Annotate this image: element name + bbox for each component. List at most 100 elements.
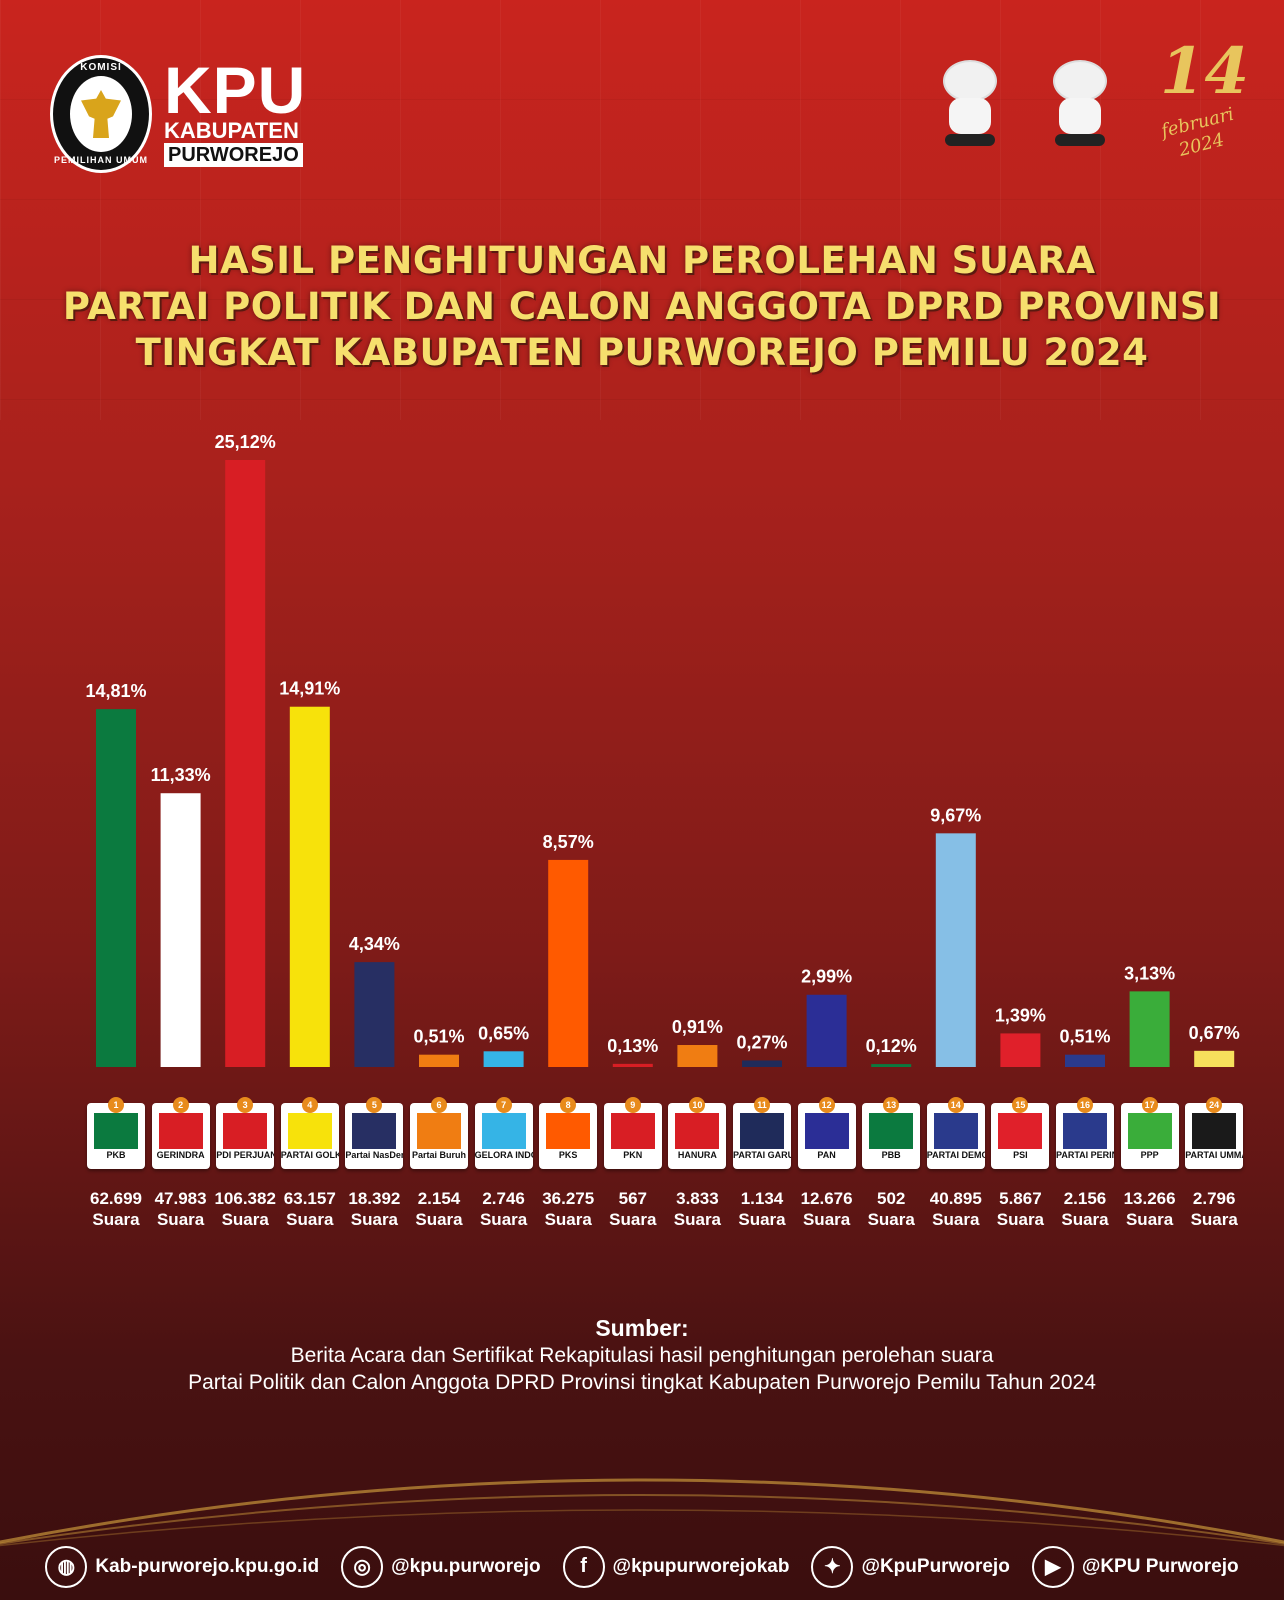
bar-pkb [96, 709, 136, 1067]
bar-pks [548, 859, 589, 1067]
party-number-badge: 7 [495, 1097, 512, 1113]
mascot-left [925, 60, 1009, 150]
vote-count: 2.796 Suara [1179, 1188, 1249, 1230]
vote-count: 567 Suara [598, 1188, 668, 1230]
kabupaten-label: KABUPATEN [164, 118, 299, 143]
party-logo-icon [223, 1113, 268, 1149]
vote-count: 106.382 Suara [210, 1188, 280, 1230]
party-name: PPP [1140, 1150, 1159, 1160]
value-label: 0,51% [413, 1027, 464, 1047]
vote-count: 13.266 Suara [1115, 1188, 1185, 1230]
value-label: 0,12% [866, 1036, 917, 1056]
vote-unit: Suara [738, 1210, 786, 1229]
party-name: HANURA [677, 1150, 717, 1160]
footer-facebook[interactable]: f @kpupurworejokab [562, 1545, 789, 1588]
party-badge: PAN 12 [797, 1097, 856, 1169]
kpu-logo: KOMISI PEMILIHAN UMUM KPU KABUPATEN PURW… [50, 55, 306, 173]
twitter-icon: ✦ [811, 1545, 854, 1588]
party-name: PSI [1013, 1150, 1028, 1160]
party-name: GERINDRA [156, 1150, 205, 1160]
value-label: 0,27% [736, 1032, 787, 1052]
vote-number: 2.156 [1063, 1189, 1107, 1208]
vote-number: 502 [877, 1189, 906, 1208]
vote-unit: Suara [479, 1210, 528, 1229]
party-badge: GELORA INDONESIA 7 [474, 1097, 533, 1169]
decorative-gold-arcs [0, 1478, 1284, 1547]
footer-youtube[interactable]: ▶ @KPU Purworejo [1031, 1545, 1239, 1588]
source-note: Sumber: Berita Acara dan Sertifikat Reka… [0, 1315, 1284, 1396]
vote-unit: Suara [673, 1210, 722, 1229]
footer-twitter[interactable]: ✦ @KpuPurworejo [811, 1545, 1010, 1588]
party-logo-icon [1192, 1113, 1237, 1149]
bar-psi [1000, 1033, 1041, 1067]
party-name: Partai NasDem [345, 1150, 404, 1160]
party-name: PKN [623, 1150, 643, 1160]
bar-partai-ummat [1194, 1050, 1235, 1067]
vote-unit: Suara [609, 1210, 657, 1229]
vote-count: 2.156 Suara [1050, 1188, 1120, 1230]
footer-instagram[interactable]: ◎ @kpu.purworejo [341, 1545, 541, 1588]
party-logo-icon [869, 1113, 914, 1149]
mascot-right [1035, 60, 1119, 150]
party-number-badge: 5 [366, 1097, 383, 1113]
vote-unit: Suara [544, 1210, 592, 1229]
party-number-badge: 1 [108, 1097, 124, 1113]
bar-partai-garuda [742, 1060, 782, 1067]
bar-pan [806, 994, 847, 1067]
value-label: 14,81% [85, 681, 146, 701]
purworejo-label: PURWOREJO [164, 143, 303, 167]
party-number-badge: 16 [1077, 1097, 1093, 1113]
vote-unit: Suara [1125, 1210, 1174, 1229]
party-logo-icon [287, 1113, 332, 1149]
election-date-badge: 14 februari 2024 [1159, 40, 1270, 170]
social-footer: ◍ Kab-purworejo.kpu.go.id ◎ @kpu.purwore… [0, 1533, 1284, 1600]
party-name: PARTAI GARUDA [733, 1150, 791, 1160]
party-name: PKS [558, 1150, 578, 1160]
party-name: PARTAI PERINDO [1056, 1150, 1114, 1160]
party-badge: HANURA 10 [668, 1097, 727, 1169]
party-logo-icon [675, 1113, 720, 1149]
vote-count: 63.157 Suara [275, 1188, 345, 1230]
value-label: 8,57% [543, 832, 594, 852]
party-name: PARTAI UMMAT [1185, 1150, 1243, 1160]
party-logo-icon [933, 1113, 978, 1149]
party-logo-icon [998, 1113, 1043, 1149]
vote-count: 2.746 Suara [469, 1188, 539, 1230]
page-title: HASIL PENGHITUNGAN PEROLEHAN SUARA PARTA… [0, 238, 1284, 376]
source-line-2: Partai Politik dan Calon Anggota DPRD Pr… [188, 1371, 1096, 1394]
party-badge: PKN 9 [603, 1097, 662, 1169]
party-number-badge: 15 [1012, 1097, 1029, 1113]
vote-number: 106.382 [214, 1189, 276, 1208]
vote-number: 47.983 [154, 1189, 207, 1208]
title-line-2: PARTAI POLITIK DAN CALON ANGGOTA DPRD PR… [62, 285, 1222, 328]
vote-count: 18.392 Suara [339, 1188, 409, 1230]
bar-partai-buruh [419, 1054, 459, 1067]
party-number-badge: 6 [431, 1097, 447, 1113]
vote-number: 2.746 [482, 1189, 525, 1208]
party-name: PKB [106, 1150, 126, 1160]
party-number-badge: 10 [689, 1097, 706, 1113]
value-label: 2,99% [801, 967, 852, 987]
footer-website[interactable]: ◍ Kab-purworejo.kpu.go.id [45, 1545, 319, 1588]
value-label: 0,65% [478, 1023, 529, 1043]
bar-partai-demokrat [935, 833, 976, 1067]
source-heading: Sumber: [595, 1315, 689, 1341]
party-badge: PSI 15 [991, 1097, 1050, 1169]
value-label: 25,12% [215, 432, 276, 452]
vote-number: 36.275 [542, 1189, 595, 1208]
vote-count: 40.895 Suara [921, 1188, 991, 1230]
vote-unit: Suara [350, 1210, 399, 1229]
party-logo-icon [610, 1113, 655, 1149]
party-badge: PARTAI PERINDO 16 [1056, 1097, 1114, 1169]
globe-icon: ◍ [45, 1545, 88, 1588]
kpu-seal: KOMISI PEMILIHAN UMUM [50, 55, 152, 173]
party-badge: Partai NasDem 5 [345, 1097, 404, 1169]
party-logo-icon [804, 1113, 849, 1149]
party-badge: Partai Buruh 6 [410, 1097, 468, 1169]
seal-top-text: KOMISI [80, 62, 122, 73]
vote-count: 1.134 Suara [727, 1188, 797, 1230]
kpu-wordmark: KPU [164, 53, 307, 127]
party-logo-icon [1063, 1113, 1107, 1149]
party-number-badge: 3 [237, 1097, 254, 1113]
